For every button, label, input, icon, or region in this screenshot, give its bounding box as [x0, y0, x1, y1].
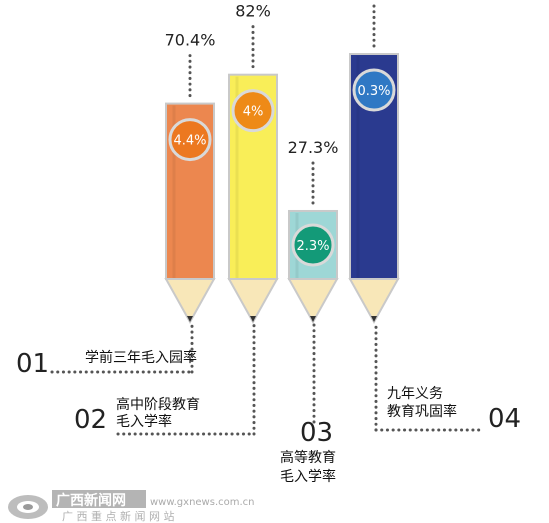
category-index-04: 04 — [488, 404, 521, 434]
change-badge-02 — [231, 89, 275, 133]
watermark-subtitle: 广 西 重 点 新 闻 网 站 — [62, 509, 174, 523]
pencil-tip-02 — [227, 278, 279, 325]
pencil-tip-04 — [348, 278, 400, 325]
category-index-02: 02 — [74, 405, 107, 435]
change-badge-04 — [352, 68, 396, 112]
value-label-02: 82% — [235, 2, 271, 21]
pencil-lead-02 — [250, 316, 256, 322]
value-label-03: 27.3% — [288, 138, 339, 157]
pencil-tip-03 — [287, 278, 339, 325]
watermark-url: www.gxnews.com.cn — [150, 497, 255, 508]
watermark-title: 广西新闻网 — [56, 492, 126, 509]
category-index-03: 03 — [300, 418, 333, 448]
pencil-lead-01 — [187, 316, 193, 322]
category-label-01-1: 学前三年毛入园率 — [85, 349, 197, 366]
change-badge-03 — [291, 223, 335, 267]
category-label-03-2: 毛入学率 — [280, 468, 336, 485]
change-label-02: 4% — [243, 105, 264, 120]
change-label-04: 0.3% — [357, 84, 390, 99]
category-label-04-2: 教育巩固率 — [387, 403, 457, 420]
pencil-tip-01 — [164, 278, 216, 325]
change-label-01: 4.4% — [173, 134, 206, 149]
pencil-lead-03 — [310, 316, 316, 322]
value-label-01: 70.4% — [165, 31, 216, 50]
pencil-lead-04 — [371, 316, 377, 322]
category-label-04-1: 九年义务 — [387, 386, 443, 402]
category-index-01: 01 — [16, 349, 49, 379]
watermark-title-bg — [52, 490, 146, 508]
change-badge-01 — [168, 118, 212, 162]
watermark: 广西新闻网 www.gxnews.com.cn 广 西 重 点 新 闻 网 站 — [8, 490, 255, 523]
category-label-02-1: 高中阶段教育 — [116, 396, 200, 413]
change-label-03: 2.3% — [296, 239, 329, 254]
category-label-03-1: 高等教育 — [280, 449, 336, 466]
watermark-logo-icon — [8, 495, 48, 519]
category-label-02-2: 毛入学率 — [116, 413, 172, 430]
